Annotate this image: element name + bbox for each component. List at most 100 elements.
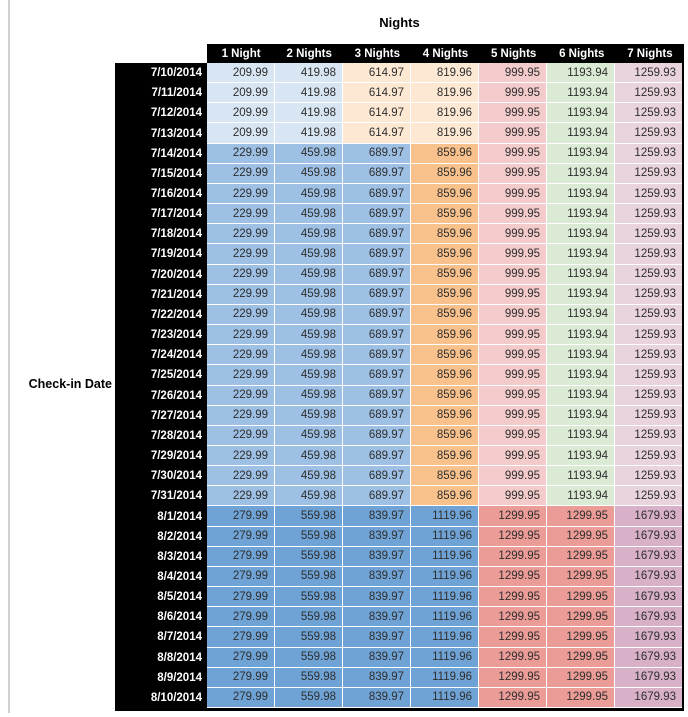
price-cell: 1193.94 xyxy=(547,264,615,285)
table-row: 7/29/2014 229.99 459.98 689.97 859.96 999.95 1… xyxy=(115,445,682,467)
price-cell: 1259.93 xyxy=(615,425,682,446)
table-row: 8/1/2014 279.99 559.98 839.97 1119.96 1299.95… xyxy=(115,506,682,527)
price-cell: 999.95 xyxy=(479,345,547,366)
table-row: 8/9/2014 279.99 559.98 839.97 1119.96 1299.95… xyxy=(115,667,682,688)
price-cell: 859.96 xyxy=(411,405,479,426)
price-cell: 839.97 xyxy=(343,566,411,588)
price-cell: 1259.93 xyxy=(615,486,682,507)
price-cell: 689.97 xyxy=(343,204,411,225)
table-row: 7/27/2014 229.99 459.98 689.97 859.96 999.95 1… xyxy=(115,405,682,426)
price-cell: 419.98 xyxy=(275,103,343,124)
price-cell: 1259.93 xyxy=(615,224,682,245)
price-cell: 1259.93 xyxy=(615,264,682,285)
date-cell: 8/8/2014 xyxy=(115,647,207,668)
row-cells: 229.99 459.98 689.97 859.96 999.95 1193.94 125… xyxy=(207,345,682,366)
column-header: 7 Nights xyxy=(627,47,673,60)
price-cell: 559.98 xyxy=(275,607,343,628)
price-cell: 1299.95 xyxy=(479,506,547,527)
date-cell: 7/17/2014 xyxy=(115,204,207,225)
price-cell: 999.95 xyxy=(479,143,547,164)
price-cell: 1299.95 xyxy=(547,546,615,567)
price-cell: 279.99 xyxy=(207,667,275,688)
price-cell: 689.97 xyxy=(343,244,411,265)
price-cell: 459.98 xyxy=(275,445,343,467)
price-cell: 689.97 xyxy=(343,466,411,487)
price-cell: 859.96 xyxy=(411,385,479,406)
price-cell: 279.99 xyxy=(207,546,275,567)
column-header: 4 Nights xyxy=(422,47,469,60)
price-cell: 559.98 xyxy=(275,506,343,527)
row-cells: 229.99 459.98 689.97 859.96 999.95 1193.94 125… xyxy=(207,425,682,446)
price-cell: 999.95 xyxy=(479,284,547,305)
price-cell: 1119.96 xyxy=(411,506,479,527)
table-row: 8/5/2014 279.99 559.98 839.97 1119.96 1299.95… xyxy=(115,587,682,608)
price-cell: 1299.95 xyxy=(547,647,615,668)
price-cell: 859.96 xyxy=(411,183,479,205)
table-row: 7/16/2014 229.99 459.98 689.97 859.96 999.95 1… xyxy=(115,183,682,205)
date-cell: 7/10/2014 xyxy=(115,63,207,84)
row-cells: 229.99 459.98 689.97 859.96 999.95 1193.94 125… xyxy=(207,405,682,426)
row-cells: 279.99 559.98 839.97 1119.96 1299.95 1299.95 1… xyxy=(207,566,682,588)
row-cells: 229.99 459.98 689.97 859.96 999.95 1193.94 125… xyxy=(207,385,682,406)
price-cell: 839.97 xyxy=(343,506,411,527)
price-cell: 459.98 xyxy=(275,304,343,326)
price-cell: 839.97 xyxy=(343,587,411,608)
price-cell: 999.95 xyxy=(479,385,547,406)
price-cell: 1679.93 xyxy=(615,566,682,588)
date-cell: 7/12/2014 xyxy=(115,103,207,124)
date-cell: 8/7/2014 xyxy=(115,627,207,648)
price-cell: 859.96 xyxy=(411,264,479,285)
price-cell: 229.99 xyxy=(207,163,275,184)
price-cell: 1679.93 xyxy=(615,587,682,608)
date-cell: 7/28/2014 xyxy=(115,425,207,446)
price-cell: 689.97 xyxy=(343,445,411,467)
price-cell: 999.95 xyxy=(479,425,547,446)
date-cell: 8/1/2014 xyxy=(115,506,207,527)
date-cell: 8/9/2014 xyxy=(115,667,207,688)
price-cell: 1193.94 xyxy=(547,123,615,144)
date-cell: 7/25/2014 xyxy=(115,365,207,386)
table-row: 7/18/2014 229.99 459.98 689.97 859.96 999.95 1… xyxy=(115,224,682,245)
price-cell: 839.97 xyxy=(343,687,411,708)
price-cell: 459.98 xyxy=(275,204,343,225)
price-cell: 999.95 xyxy=(479,163,547,184)
table-row: 7/11/2014 209.99 419.98 614.97 819.96 999.95 1… xyxy=(115,83,682,104)
price-cell: 999.95 xyxy=(479,365,547,386)
row-cells: 279.99 559.98 839.97 1119.96 1299.95 1299.95 1… xyxy=(207,506,682,527)
date-cell: 7/26/2014 xyxy=(115,385,207,406)
date-cell: 7/18/2014 xyxy=(115,224,207,245)
price-cell: 1259.93 xyxy=(615,63,682,84)
price-cell: 1259.93 xyxy=(615,405,682,426)
price-cell: 859.96 xyxy=(411,143,479,164)
price-cell: 1299.95 xyxy=(479,587,547,608)
price-cell: 1299.95 xyxy=(547,506,615,527)
table-row: 7/17/2014 229.99 459.98 689.97 859.96 999.95 1… xyxy=(115,204,682,225)
price-cell: 839.97 xyxy=(343,546,411,567)
price-cell: 1679.93 xyxy=(615,687,682,708)
price-cell: 1679.93 xyxy=(615,667,682,688)
price-cell: 1193.94 xyxy=(547,325,615,346)
price-cell: 839.97 xyxy=(343,627,411,648)
price-cell: 459.98 xyxy=(275,486,343,507)
price-cell: 229.99 xyxy=(207,365,275,386)
price-cell: 1193.94 xyxy=(547,425,615,446)
price-cell: 1193.94 xyxy=(547,345,615,366)
date-cell: 7/19/2014 xyxy=(115,244,207,265)
price-cell: 614.97 xyxy=(343,83,411,104)
date-cell: 7/14/2014 xyxy=(115,143,207,164)
column-header: 3 Nights xyxy=(354,47,401,60)
price-cell: 1299.95 xyxy=(479,526,547,547)
price-cell: 614.97 xyxy=(343,63,411,84)
price-cell: 459.98 xyxy=(275,244,343,265)
price-cell: 229.99 xyxy=(207,304,275,326)
price-cell: 229.99 xyxy=(207,466,275,487)
price-cell: 209.99 xyxy=(207,123,275,144)
price-cell: 229.99 xyxy=(207,345,275,366)
date-cell: 7/27/2014 xyxy=(115,405,207,426)
price-cell: 229.99 xyxy=(207,224,275,245)
table-row: 7/14/2014 229.99 459.98 689.97 859.96 999.95 1… xyxy=(115,143,682,164)
price-cell: 999.95 xyxy=(479,304,547,326)
table-row: 8/6/2014 279.99 559.98 839.97 1119.96 1299.95… xyxy=(115,607,682,628)
date-cell: 7/22/2014 xyxy=(115,304,207,326)
price-cell: 229.99 xyxy=(207,284,275,305)
